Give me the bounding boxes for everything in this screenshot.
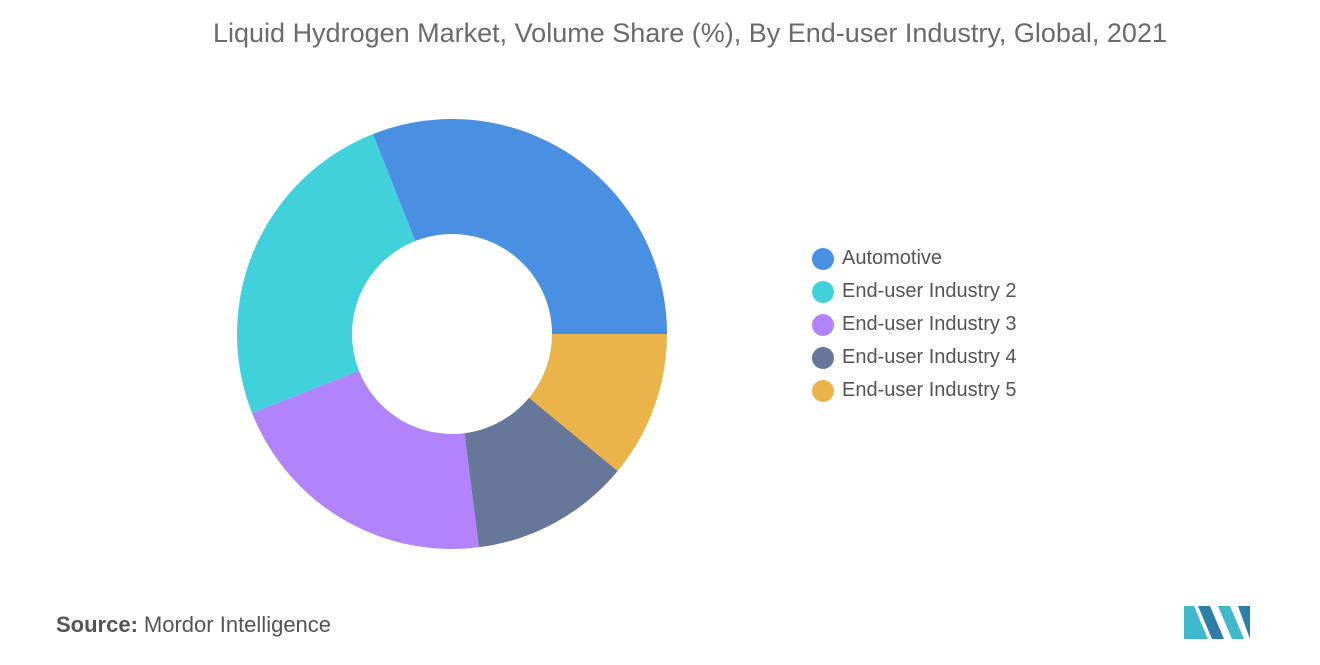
legend-item-1: Automotive — [812, 242, 1017, 275]
chart-title: Liquid Hydrogen Market, Volume Share (%)… — [213, 18, 1167, 48]
source-text: Mordor Intelligence — [143, 612, 332, 637]
source-note: Source: Mordor Intelligence — [56, 612, 331, 638]
legend-swatch-icon — [812, 313, 834, 336]
legend-label: Automotive — [842, 247, 943, 269]
legend-item-3: End-user Industry 3 — [812, 308, 1017, 341]
donut-slice-2 — [237, 134, 416, 414]
legend-label: End-user Industry 4 — [842, 346, 1017, 368]
legend-swatch-icon — [812, 247, 834, 270]
legend-label: End-user Industry 2 — [842, 280, 1017, 302]
legend-item-4: End-user Industry 4 — [812, 341, 1017, 374]
mordor-intelligence-logo-icon — [1184, 606, 1250, 639]
donut-slice-4 — [464, 397, 618, 548]
legend-swatch-icon — [812, 379, 834, 402]
chart-legend: Automotive End-user Industry 2 End-user In… — [812, 242, 1017, 407]
legend-item-2: End-user Industry 2 — [812, 275, 1017, 308]
donut-chart — [237, 119, 667, 549]
source-label: Source: — [56, 612, 138, 637]
donut-slice-3 — [252, 370, 479, 549]
legend-label: End-user Industry 5 — [842, 379, 1017, 401]
legend-item-5: End-user Industry 5 — [812, 374, 1017, 407]
donut-slice-1 — [372, 119, 667, 334]
legend-label: End-user Industry 3 — [842, 313, 1017, 335]
legend-swatch-icon — [812, 280, 834, 303]
legend-swatch-icon — [812, 346, 834, 369]
donut-slice-5 — [529, 334, 667, 472]
